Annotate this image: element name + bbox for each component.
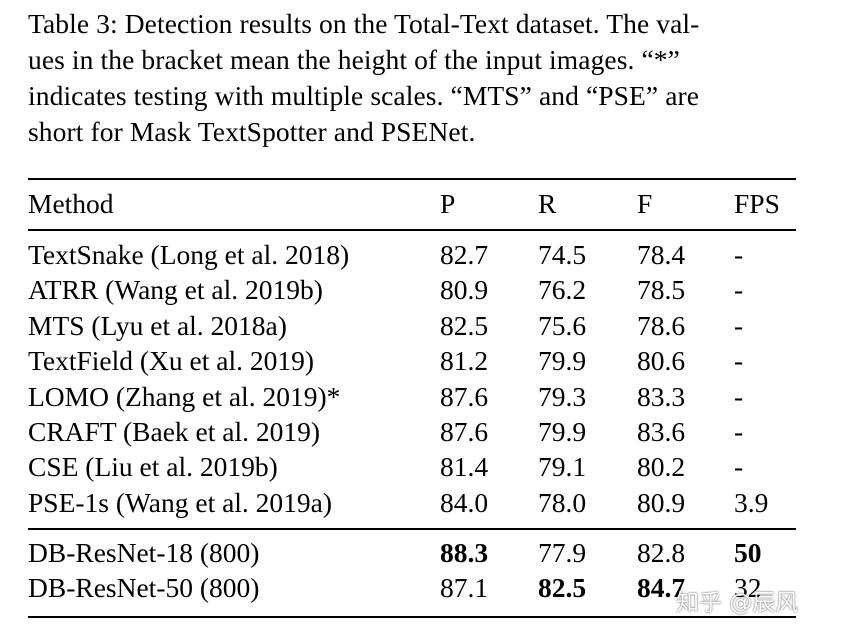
cell-r: 78.0	[538, 486, 587, 518]
cell-fps: -	[734, 309, 744, 341]
cell-p: 88.3	[440, 537, 489, 568]
cell-f: 80.9	[637, 486, 686, 518]
table-header-row: Method P R F FPS	[28, 186, 796, 222]
cell-fps: 3.9	[734, 486, 769, 518]
cell-method: CSE (Liu et al. 2019b)	[28, 451, 278, 483]
cell-p: 82.5	[440, 309, 489, 341]
cell-method: PSE-1s (Wang et al. 2019a)	[28, 486, 333, 518]
watermark-text: 知乎 @辰风	[676, 590, 799, 616]
header-f: F	[637, 188, 653, 219]
cell-fps: -	[734, 451, 744, 483]
caption-line: ues in the bracket mean the height of th…	[28, 44, 680, 75]
cell-method: TextSnake (Long et al. 2018)	[28, 239, 350, 270]
cell-f: 78.5	[637, 274, 686, 306]
caption-line: indicates testing with multiple scales. …	[28, 80, 700, 111]
table-row: LOMO (Zhang et al. 2019)* 87.6 79.3 83.3 -	[28, 379, 796, 415]
cell-method: CRAFT (Baek et al. 2019)	[28, 416, 321, 447]
cell-p: 80.9	[440, 274, 489, 306]
cell-fps: -	[734, 345, 744, 377]
cell-r: 77.9	[538, 537, 587, 568]
table-row: CRAFT (Baek et al. 2019) 87.6 79.9 83.6 -	[28, 414, 796, 450]
cell-r: 75.6	[538, 309, 587, 341]
cell-method: DB-ResNet-18 (800)	[28, 537, 260, 568]
cell-method: DB-ResNet-50 (800)	[28, 572, 260, 604]
cell-p: 84.0	[440, 486, 489, 518]
cell-r: 79.3	[538, 380, 587, 412]
cell-p: 87.6	[440, 380, 489, 412]
caption-line: short for Mask TextSpotter and PSENet.	[28, 116, 476, 147]
cell-f: 78.4	[637, 239, 686, 270]
table-header-rule	[28, 229, 796, 231]
cell-r: 74.5	[538, 239, 587, 270]
cell-p: 87.1	[440, 572, 489, 604]
cell-r: 79.9	[538, 345, 587, 377]
cell-f: 78.6	[637, 309, 686, 341]
header-method: Method	[28, 188, 114, 219]
cell-r: 76.2	[538, 274, 587, 306]
cell-r: 82.5	[538, 572, 587, 604]
table-row: CSE (Liu et al. 2019b) 81.4 79.1 80.2 -	[28, 449, 796, 485]
table-caption: Table 3: Detection results on the Total-…	[28, 6, 808, 150]
cell-p: 81.4	[440, 451, 489, 483]
cell-p: 82.7	[440, 239, 489, 270]
caption-line: Table 3: Detection results on the Total-…	[28, 8, 700, 39]
cell-fps: -	[734, 416, 744, 447]
cell-f: 80.2	[637, 451, 686, 483]
cell-method: TextField (Xu et al. 2019)	[28, 345, 314, 377]
cell-f: 80.6	[637, 345, 686, 377]
header-fps: FPS	[734, 188, 780, 219]
cell-fps: 32	[734, 572, 762, 604]
cell-method: LOMO (Zhang et al. 2019)*	[28, 380, 341, 412]
cell-f: 83.6	[637, 416, 686, 447]
table-row: DB-ResNet-18 (800) 88.3 77.9 82.8 50	[28, 535, 796, 571]
cell-r: 79.9	[538, 416, 587, 447]
table-row: PSE-1s (Wang et al. 2019a) 84.0 78.0 80.9 3.…	[28, 485, 796, 521]
header-p: P	[440, 188, 456, 219]
cell-r: 79.1	[538, 451, 587, 483]
table-row: DB-ResNet-50 (800) 87.1 82.5 84.7 32	[28, 570, 796, 606]
table-top-rule	[28, 178, 796, 180]
table-row: MTS (Lyu et al. 2018a) 82.5 75.6 78.6 -	[28, 308, 796, 344]
cell-p: 87.6	[440, 416, 489, 447]
table-row: ATRR (Wang et al. 2019b) 80.9 76.2 78.5 -	[28, 272, 796, 308]
table-mid-rule	[28, 528, 796, 530]
cell-f: 83.3	[637, 380, 686, 412]
table-row: TextField (Xu et al. 2019) 81.2 79.9 80.6 -	[28, 343, 796, 379]
cell-fps: -	[734, 274, 744, 306]
table-row: TextSnake (Long et al. 2018) 82.7 74.5 78.4…	[28, 237, 796, 273]
header-r: R	[538, 188, 557, 219]
cell-f: 84.7	[637, 572, 686, 604]
cell-p: 81.2	[440, 345, 489, 377]
table-bottom-rule	[28, 616, 796, 618]
cell-fps: -	[734, 239, 744, 270]
cell-method: MTS (Lyu et al. 2018a)	[28, 309, 287, 341]
cell-fps: -	[734, 380, 744, 412]
cell-f: 82.8	[637, 537, 686, 568]
cell-method: ATRR (Wang et al. 2019b)	[28, 274, 323, 306]
cell-fps: 50	[734, 537, 762, 568]
